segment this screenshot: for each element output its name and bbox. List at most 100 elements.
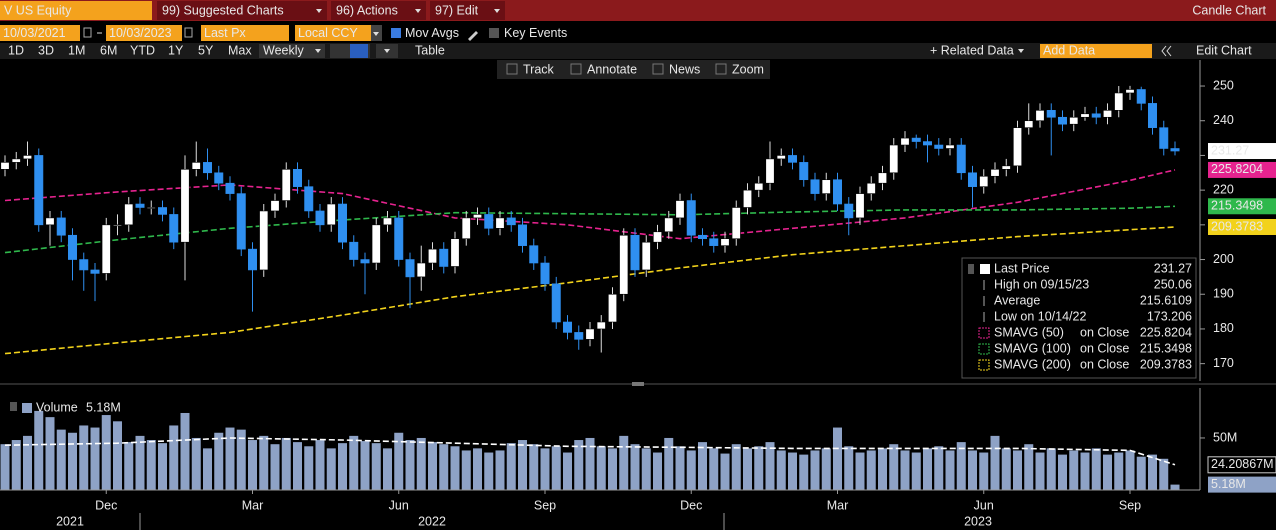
period-button[interactable]: 1D — [8, 43, 24, 57]
menu-button[interactable] — [331, 1, 426, 20]
candle-body — [877, 172, 887, 184]
frequency-select[interactable] — [259, 44, 325, 58]
add-data: Add Data — [1043, 43, 1095, 57]
start-date[interactable] — [0, 25, 80, 41]
volume-bar — [1125, 450, 1135, 490]
candle-body — [945, 144, 955, 149]
menu-button[interactable] — [430, 1, 505, 20]
candle-body — [551, 283, 561, 323]
candle-body — [619, 234, 629, 295]
period-button[interactable]: 3D — [38, 43, 54, 57]
dropdown-arrow — [315, 49, 321, 53]
related-data[interactable]: + Related Data — [930, 43, 1014, 57]
volume-bar — [619, 435, 629, 490]
candle-body — [675, 200, 685, 219]
candle-body — [1080, 113, 1090, 118]
candle-body — [11, 158, 21, 163]
volume-bar — [349, 435, 359, 490]
period-button[interactable]: 6M — [100, 43, 117, 57]
volume-bar — [889, 444, 899, 490]
volume-bar — [304, 446, 314, 490]
panel-handle[interactable] — [632, 382, 644, 386]
volume-bar — [743, 448, 752, 490]
volume-bar — [799, 454, 809, 490]
security-field[interactable] — [0, 1, 152, 20]
volume-bar — [866, 450, 876, 490]
volume-bar — [1024, 444, 1034, 490]
tool-button[interactable]: Track — [523, 62, 555, 76]
volume-bar — [911, 452, 921, 490]
period-button[interactable]: Max — [228, 43, 252, 57]
volume-bar — [675, 446, 685, 490]
volume-bar — [923, 448, 932, 490]
pencil-icon — [468, 31, 478, 41]
volume-bar — [45, 417, 55, 490]
period-button[interactable]: 1M — [68, 43, 85, 57]
menu-item: 99) Suggested Charts — [162, 3, 284, 17]
candle-body — [742, 189, 752, 208]
candle-body — [315, 210, 325, 226]
volume-bar — [855, 452, 865, 490]
volume-tag-text: 5.18M — [1211, 477, 1246, 491]
volume-bar — [1058, 454, 1067, 490]
candle-body — [461, 217, 471, 240]
key-events-checkbox[interactable] — [489, 28, 499, 38]
volume-bar — [529, 444, 539, 490]
y-tick-label: 200 — [1213, 252, 1234, 266]
legend-value: 209.3783 — [1140, 357, 1192, 371]
bar-style-button[interactable] — [350, 44, 368, 58]
volume-bar — [439, 444, 449, 490]
candle-body — [664, 217, 674, 233]
x-tick-label: Dec — [95, 498, 117, 512]
chart-type: Candle Chart — [1192, 3, 1266, 17]
tool-button[interactable]: News — [669, 62, 700, 76]
volume-bar — [934, 446, 944, 490]
candle-body — [709, 238, 719, 246]
legend-field: on Close — [1080, 325, 1129, 339]
tool-button[interactable]: Annotate — [587, 62, 637, 76]
volume-bar — [56, 429, 66, 490]
menu-button[interactable] — [157, 1, 327, 20]
dropdown-arrow — [373, 32, 379, 36]
volume-bar — [563, 452, 572, 490]
mov-avgs-checkbox[interactable] — [391, 28, 401, 38]
table-button[interactable]: Table — [415, 43, 445, 57]
legend-field: on Close — [1080, 341, 1129, 355]
add-data-field[interactable] — [1040, 44, 1152, 58]
period-button[interactable]: YTD — [130, 43, 155, 57]
volume-average-tag — [1207, 456, 1276, 474]
x-tick-label: Sep — [1119, 498, 1141, 512]
candle-body — [506, 217, 516, 226]
end-date[interactable] — [106, 25, 182, 41]
legend-swatch — [978, 359, 990, 371]
volume-bar — [540, 448, 550, 490]
period-button[interactable]: 1Y — [168, 43, 184, 57]
candle-body — [630, 234, 640, 271]
end-date-text: 10/03/2023 — [109, 26, 172, 40]
y-tick-label: 240 — [1213, 113, 1234, 127]
volume-bar — [821, 448, 831, 490]
legend-label: SMAVG (200) — [994, 357, 1071, 371]
volume-bar — [326, 448, 336, 490]
collapse-icon[interactable] — [1161, 45, 1172, 57]
frequency[interactable]: Weekly — [263, 43, 305, 57]
tool-button[interactable]: Zoom — [732, 62, 764, 76]
y-tick-label: 170 — [1213, 356, 1234, 370]
period-button[interactable]: 5Y — [198, 43, 214, 57]
candle-body — [754, 182, 764, 191]
volume-bar — [551, 446, 561, 490]
volume-bar — [11, 440, 21, 490]
legend-swatch — [10, 402, 17, 411]
edit-chart[interactable]: Edit Chart — [1196, 43, 1252, 57]
volume-bar — [236, 429, 246, 490]
key-events: Key Events — [504, 26, 567, 40]
field[interactable] — [201, 25, 289, 41]
last-price-tag-text: 231.27 — [1211, 143, 1249, 157]
candle-body — [495, 217, 505, 229]
currency[interactable] — [295, 25, 377, 41]
tool-icon — [506, 63, 518, 75]
y-tick-label: 50M — [1213, 430, 1237, 444]
legend-swatch — [22, 403, 32, 413]
volume-bar — [731, 444, 741, 490]
